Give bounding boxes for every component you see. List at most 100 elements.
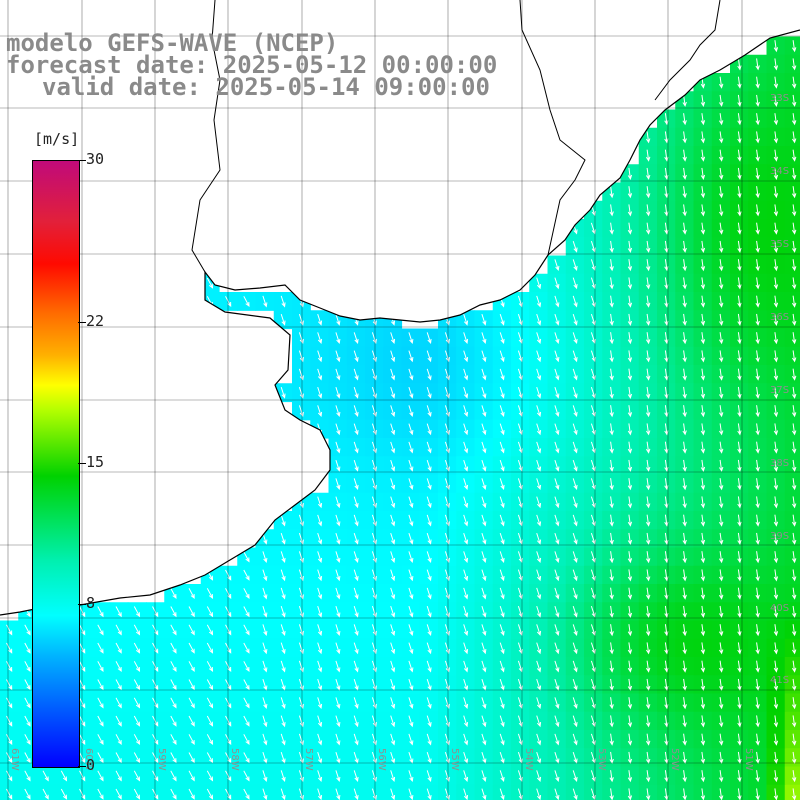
wind-arrow <box>243 606 250 618</box>
wind-arrow <box>700 186 706 199</box>
wind-arrow <box>737 532 742 545</box>
field-cell <box>492 784 512 800</box>
wind-arrow <box>755 569 760 582</box>
wind-arrow <box>353 551 359 563</box>
field-cell <box>784 547 800 567</box>
wind-arrow <box>188 642 195 654</box>
wind-arrow <box>243 624 250 636</box>
wind-arrow <box>206 715 214 727</box>
wind-arrow <box>791 186 797 199</box>
wind-arrow <box>408 350 414 363</box>
wind-arrow <box>554 386 560 399</box>
wind-arrow <box>206 734 214 746</box>
wind-arrow <box>700 149 706 162</box>
wind-arrow <box>755 660 760 673</box>
colorbar-tick-mark <box>78 321 86 323</box>
wind-arrow <box>791 715 797 728</box>
wind-arrow <box>682 131 687 144</box>
field-cell <box>54 784 74 800</box>
wind-arrow <box>718 733 724 746</box>
wind-arrow <box>353 386 359 399</box>
wind-arrow <box>791 149 797 162</box>
wind-arrow <box>645 788 651 800</box>
wind-arrow <box>755 368 760 381</box>
wind-arrow <box>335 478 341 490</box>
wind-arrow <box>755 733 760 746</box>
wind-arrow <box>572 259 578 271</box>
wind-arrow <box>737 94 742 107</box>
latitude-label: 36S <box>770 312 789 323</box>
wind-arrow <box>700 532 706 545</box>
wind-arrow <box>682 642 687 655</box>
wind-arrow <box>499 605 505 618</box>
wind-arrow <box>499 678 505 691</box>
wind-arrow <box>353 642 359 655</box>
wind-arrow <box>718 259 724 272</box>
wind-arrow <box>426 332 432 344</box>
wind-arrow <box>773 496 779 509</box>
wind-arrow <box>755 587 760 600</box>
wind-arrow <box>627 295 633 308</box>
wind-arrow <box>317 405 323 417</box>
wind-arrow <box>390 441 396 454</box>
wind-arrow <box>682 113 687 126</box>
wind-arrow <box>773 624 779 637</box>
wind-arrow <box>390 478 396 490</box>
wind-arrow <box>773 532 779 545</box>
wind-arrow <box>700 94 706 107</box>
wind-arrow <box>718 277 724 290</box>
wind-arrow <box>682 624 687 637</box>
wind-arrow <box>426 733 432 746</box>
wind-arrow <box>408 660 414 673</box>
wind-arrow <box>645 514 651 527</box>
wind-arrow <box>773 350 779 363</box>
wind-arrow <box>700 240 706 253</box>
wind-arrow <box>499 368 505 381</box>
wind-arrow <box>426 569 432 582</box>
field-cell <box>638 784 658 800</box>
wind-arrow <box>755 94 760 107</box>
wind-arrow <box>481 551 487 563</box>
wind-arrow <box>718 551 724 564</box>
colorbar-tick-label: 30 <box>86 150 105 168</box>
wind-arrow <box>737 496 742 509</box>
wind-arrow <box>791 259 797 272</box>
wind-arrow <box>700 386 706 399</box>
wind-arrow <box>755 332 760 345</box>
wind-arrow <box>773 40 779 53</box>
wind-arrow <box>317 532 323 545</box>
wind-arrow <box>755 423 760 436</box>
wind-arrow <box>773 386 779 399</box>
wind-arrow <box>408 715 414 728</box>
wind-arrow <box>463 733 469 746</box>
wind-arrow <box>6 752 13 764</box>
wind-arrow <box>408 770 414 782</box>
wind-arrow <box>609 569 614 582</box>
wind-arrow <box>572 532 578 545</box>
wind-arrow <box>262 295 268 308</box>
field-cell <box>584 784 603 800</box>
field-cell <box>784 109 800 129</box>
wind-arrow <box>133 624 141 636</box>
field-cell <box>219 784 238 800</box>
wind-arrow <box>536 532 542 545</box>
wind-arrow <box>280 532 286 545</box>
wind-arrow <box>390 624 396 636</box>
wind-arrow <box>6 770 13 782</box>
wind-arrow <box>773 788 779 800</box>
wind-arrow <box>737 332 742 345</box>
wind-arrow <box>335 770 341 782</box>
wind-arrow <box>718 313 724 326</box>
wind-arrow <box>554 277 560 290</box>
wind-arrow <box>463 788 469 800</box>
wind-arrow <box>481 605 487 618</box>
wind-arrow <box>390 770 396 782</box>
wind-arrow <box>773 186 779 199</box>
field-cell <box>0 784 19 800</box>
wind-arrow <box>390 496 396 509</box>
wind-arrow <box>645 459 651 472</box>
wind-arrow <box>481 569 487 582</box>
wind-arrow <box>627 770 633 783</box>
wind-arrow <box>408 678 414 691</box>
